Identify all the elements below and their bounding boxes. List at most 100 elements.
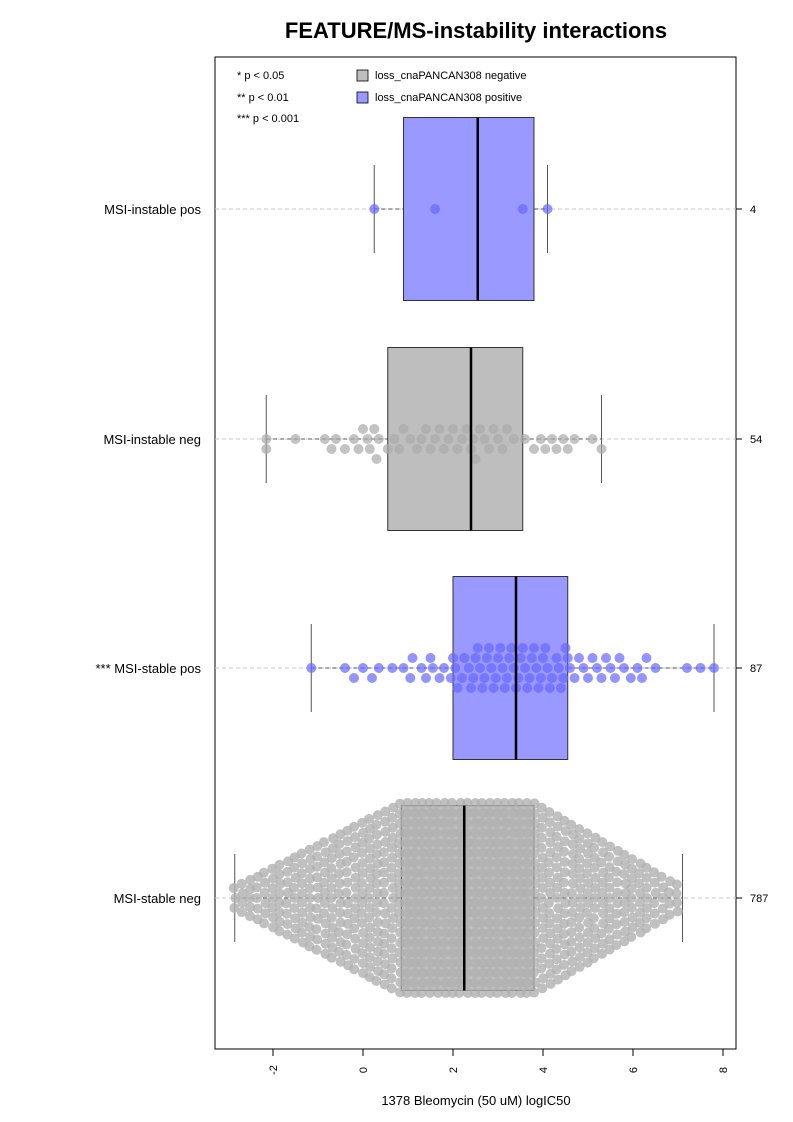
x-axis: -2 0 2 4 6 8	[268, 1048, 730, 1075]
data-point	[502, 673, 512, 683]
data-point	[477, 828, 488, 838]
data-point	[552, 974, 563, 985]
data-point	[281, 908, 292, 919]
data-point	[479, 434, 490, 444]
data-point	[492, 978, 503, 988]
data-point	[439, 908, 449, 918]
data-point	[358, 663, 368, 673]
data-point	[412, 444, 422, 454]
data-point	[446, 878, 457, 888]
data-point	[597, 837, 608, 848]
data-point	[261, 444, 272, 454]
data-point	[596, 928, 607, 939]
data-point	[544, 918, 555, 929]
data-point	[416, 838, 427, 848]
data-point	[433, 988, 444, 998]
data-point	[476, 898, 487, 908]
data-point	[335, 956, 346, 967]
data-point	[574, 932, 585, 943]
data-point	[432, 888, 443, 898]
sig-legend-3: *** p < 0.001	[237, 113, 299, 125]
data-point	[372, 839, 383, 850]
data-point	[536, 943, 547, 954]
data-point	[479, 673, 490, 683]
data-point	[492, 958, 502, 968]
data-point	[425, 888, 436, 898]
data-point	[492, 988, 503, 998]
data-point	[251, 882, 262, 893]
data-point	[477, 683, 488, 693]
data-point	[312, 872, 322, 883]
data-point	[410, 908, 420, 918]
data-point	[470, 938, 481, 948]
data-point	[574, 653, 584, 663]
data-point	[431, 798, 442, 808]
x-tick-label: 2	[448, 1067, 460, 1073]
data-point	[378, 887, 389, 898]
data-point	[334, 839, 345, 850]
x-tick-label: 8	[718, 1067, 730, 1073]
data-point	[641, 862, 652, 873]
data-point	[326, 893, 337, 903]
data-point	[559, 908, 570, 919]
data-point	[333, 888, 344, 899]
data-point	[395, 957, 406, 968]
data-point	[237, 888, 248, 899]
data-point	[402, 818, 413, 828]
data-point	[463, 898, 474, 908]
data-point	[484, 868, 495, 878]
data-point	[536, 862, 547, 873]
data-point	[289, 903, 300, 914]
color-legend: loss_cnaPANCAN308 negative loss_cnaPANCA…	[356, 69, 526, 104]
data-point	[297, 907, 308, 918]
data-point	[543, 857, 554, 868]
group-count-label: 4	[750, 204, 756, 216]
data-point	[477, 848, 488, 858]
data-point	[605, 663, 616, 673]
data-point	[671, 888, 682, 899]
data-point	[386, 933, 397, 944]
data-point	[402, 928, 413, 938]
sig-legend-1: * p < 0.05	[237, 70, 284, 82]
data-point	[425, 444, 436, 454]
data-point	[470, 454, 481, 464]
data-point	[274, 869, 285, 880]
data-point	[446, 898, 457, 908]
data-point	[423, 858, 434, 868]
data-point	[367, 673, 377, 683]
data-point	[290, 434, 301, 444]
data-point	[552, 821, 563, 832]
data-point	[326, 883, 337, 893]
data-point	[499, 683, 510, 693]
data-point	[536, 822, 547, 833]
data-point	[461, 424, 472, 434]
data-point	[469, 908, 480, 918]
data-point	[395, 798, 405, 809]
data-point	[507, 888, 518, 898]
data-point	[393, 838, 404, 849]
data-point	[536, 802, 547, 813]
data-point	[566, 966, 577, 977]
data-point	[559, 857, 570, 867]
data-point	[405, 434, 416, 444]
data-point	[597, 948, 607, 959]
data-point	[590, 883, 601, 893]
data-point	[410, 918, 421, 928]
group-count-label: 54	[750, 434, 762, 446]
data-point	[484, 828, 495, 838]
data-point	[498, 808, 509, 818]
data-point	[562, 653, 573, 663]
data-point	[536, 893, 547, 903]
data-point	[515, 828, 525, 838]
data-point	[350, 832, 361, 842]
data-point	[341, 856, 352, 867]
group-2: *** MSI-stable pos 87	[96, 576, 762, 760]
data-point	[341, 867, 352, 878]
data-point	[469, 978, 480, 988]
data-point	[447, 928, 458, 938]
data-point	[454, 858, 465, 868]
data-point	[379, 949, 390, 959]
data-point	[425, 958, 436, 968]
data-point	[382, 444, 393, 454]
